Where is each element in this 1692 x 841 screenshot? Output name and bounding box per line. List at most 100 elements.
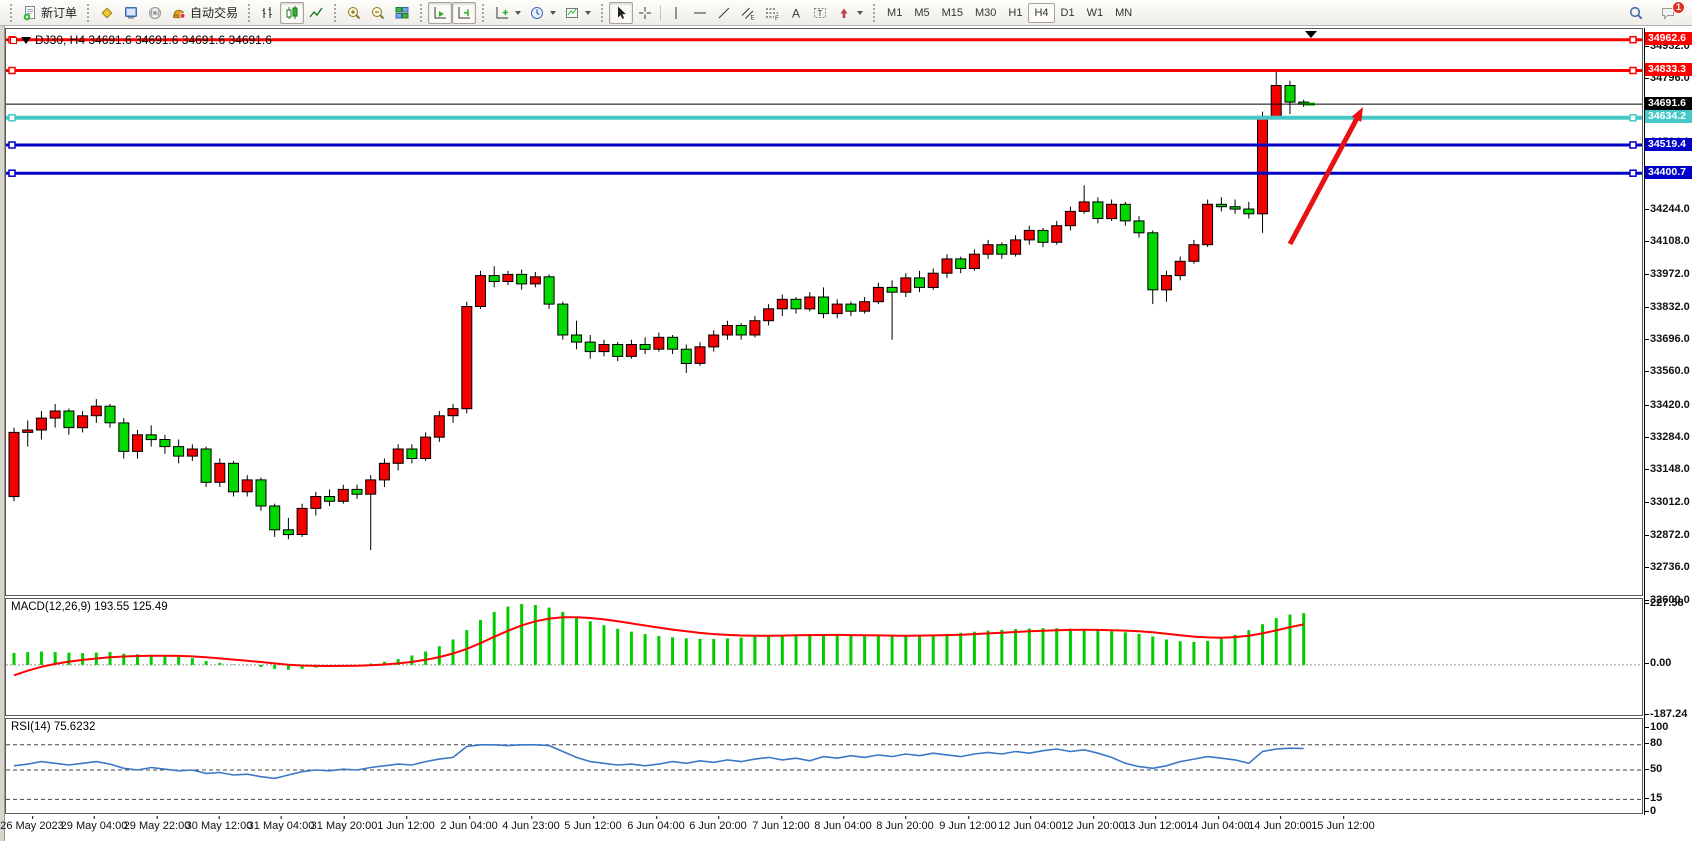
tf-h1-button[interactable]: H1	[1008, 6, 1023, 19]
toolbar-grip[interactable]	[248, 3, 251, 22]
time-label: 12 Jun 20:00	[1061, 816, 1125, 832]
trendline-button[interactable]	[712, 2, 736, 24]
toolbar-grip[interactable]	[334, 3, 337, 22]
zoom-out-button[interactable]	[366, 2, 390, 24]
hline-icon	[692, 5, 708, 21]
arrows-button[interactable]	[832, 2, 867, 24]
rsi-panel[interactable]: RSI(14) 75.6232	[5, 718, 1643, 814]
indicators-button[interactable]	[490, 2, 525, 24]
vertical-line-button[interactable]	[664, 2, 688, 24]
macd-panel[interactable]: MACD(12,26,9) 193.55 125.49	[5, 598, 1643, 716]
equidistant-channel-button[interactable]: E	[736, 2, 760, 24]
text-label-icon: T	[812, 5, 828, 21]
tile-windows-icon	[394, 5, 410, 21]
main-chart-panel[interactable]: DJ30, H4 34691.6 34691.6 34691.6 34691.6	[5, 28, 1643, 596]
tf-h4-button[interactable]: H4	[1028, 2, 1055, 23]
line-handle[interactable]	[1629, 141, 1637, 149]
line-handle[interactable]	[8, 66, 16, 75]
periods-button[interactable]	[525, 2, 560, 24]
tf-mn-button[interactable]: MN	[1115, 6, 1133, 19]
auto-scroll-button[interactable]	[428, 1, 453, 24]
rsi-axis-15: 15	[1645, 792, 1692, 805]
time-label: 12 Jun 04:00	[998, 816, 1062, 832]
periods-icon	[529, 5, 545, 21]
price-tick-32736.0: 32736.0	[1645, 561, 1692, 574]
toolbar-grip[interactable]	[482, 3, 485, 22]
arrows-icon	[836, 5, 852, 21]
tf-m5-button[interactable]: M5	[914, 6, 930, 19]
toolbar-grip[interactable]	[10, 3, 12, 22]
line-handle[interactable]	[8, 35, 16, 44]
price-tick-34108.0: 34108.0	[1645, 235, 1692, 248]
channel-icon: E	[740, 5, 756, 21]
price-tick-33012.0: 33012.0	[1645, 496, 1692, 509]
price-tag-34400.7: 34400.7	[1645, 165, 1692, 179]
macd-axis--187.24: -187.24	[1645, 708, 1692, 721]
toolbar-grip[interactable]	[601, 3, 604, 22]
price-tag-34691.6: 34691.6	[1645, 96, 1692, 110]
gold-icon	[99, 5, 115, 21]
cursor-button[interactable]	[609, 1, 634, 24]
price-tag-34962.6: 34962.6	[1645, 32, 1692, 46]
zoom-in-button[interactable]	[342, 2, 366, 24]
tf-m1-button[interactable]: M1	[887, 6, 903, 19]
time-label: 26 May 2023	[0, 816, 64, 832]
tf-m30-button[interactable]: M30	[975, 6, 997, 19]
macd-histogram	[12, 604, 1306, 670]
rsi-line	[13, 743, 1304, 780]
text-button[interactable]: A	[784, 2, 808, 24]
notifications-button[interactable]: 1	[1656, 0, 1685, 24]
line-handle[interactable]	[1629, 114, 1637, 122]
new-order-button-label: 新订单	[41, 6, 78, 20]
line-handle[interactable]	[1629, 66, 1637, 75]
chart-window: DJ30, H4 34691.6 34691.6 34691.6 34691.6…	[0, 26, 1692, 841]
price-axis[interactable]: 34932.034796.034660.034524.034384.034244…	[1644, 28, 1692, 817]
zoom-group	[342, 0, 414, 26]
autotrading-button-label: 自动交易	[190, 6, 239, 20]
chart-shift-button[interactable]	[452, 1, 477, 24]
autotrading-button[interactable]: 自动交易	[167, 2, 242, 24]
line-handle[interactable]	[1629, 169, 1637, 177]
terminal-button[interactable]	[119, 2, 143, 24]
rsi-axis-50: 50	[1645, 763, 1692, 776]
time-label: 30 May 12:00	[186, 816, 252, 832]
vline-icon	[668, 5, 684, 21]
line-handle[interactable]	[8, 141, 16, 149]
new-order-button[interactable]: 新订单	[18, 2, 81, 24]
toolbar-grip[interactable]	[873, 3, 876, 22]
tf-m15-button[interactable]: M15	[941, 6, 963, 19]
line-handle[interactable]	[8, 169, 16, 177]
time-label: 1 Jun 12:00	[377, 816, 435, 832]
toolbar-grip[interactable]	[87, 3, 90, 22]
templates-button[interactable]	[560, 2, 595, 24]
bar-chart-button[interactable]	[256, 2, 280, 24]
trendline-icon	[716, 5, 732, 21]
candlestick-button[interactable]	[280, 1, 305, 24]
line-handle[interactable]	[8, 114, 16, 122]
tile-windows-button[interactable]	[390, 2, 414, 24]
macd-axis-0.00: 0.00	[1645, 657, 1692, 670]
search-button[interactable]	[1624, 2, 1648, 24]
fibonacci-button[interactable]: F	[760, 2, 784, 24]
tf-d1-button[interactable]: D1	[1060, 6, 1075, 19]
text-label-button[interactable]: T	[808, 2, 832, 24]
metaeditor-button[interactable]	[95, 2, 119, 24]
trend-arrow-head[interactable]	[1351, 107, 1363, 122]
tf-w1-button[interactable]: W1	[1086, 6, 1104, 19]
time-axis[interactable]: 26 May 2023 29 May 04:00 29 May 22:00 30 Ma…	[0, 816, 1692, 841]
auto-scroll-icon	[432, 5, 448, 21]
time-label: 6 Jun 20:00	[689, 816, 747, 832]
line-handle[interactable]	[1629, 35, 1637, 44]
time-label: 15 Jun 12:00	[1311, 816, 1375, 832]
price-tick-34244.0: 34244.0	[1645, 203, 1692, 216]
toolbar-right: 1	[1624, 0, 1688, 24]
macd-signal-line	[13, 616, 1304, 677]
trend-arrow[interactable]	[1287, 114, 1361, 246]
toolbar-grip[interactable]	[420, 3, 423, 22]
line-chart-button[interactable]	[304, 2, 328, 24]
alerts-button[interactable]	[143, 2, 167, 24]
crosshair-button[interactable]	[633, 2, 657, 24]
horizontal-line-button[interactable]	[688, 2, 712, 24]
chart-shift-marker[interactable]	[1305, 31, 1317, 38]
